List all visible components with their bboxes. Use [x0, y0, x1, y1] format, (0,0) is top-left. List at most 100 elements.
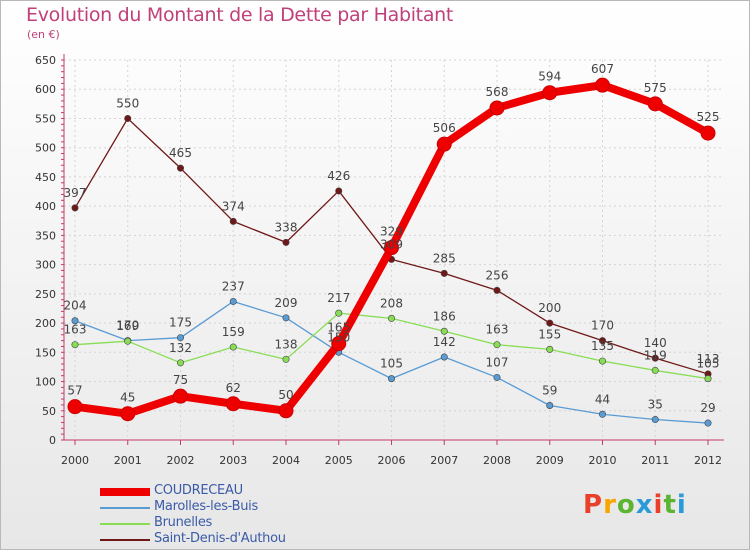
- logo-letter: x: [635, 490, 654, 520]
- data-label: 237: [222, 279, 245, 293]
- data-point: [71, 341, 79, 349]
- data-label: 29: [700, 401, 715, 415]
- series-saint-denis-d-authou: [71, 114, 712, 378]
- data-point: [177, 334, 185, 342]
- legend-swatch: [100, 488, 150, 496]
- data-point: [177, 359, 185, 367]
- data-label: 113: [697, 352, 720, 366]
- data-point: [120, 406, 136, 422]
- data-point: [647, 96, 663, 112]
- data-label: 59: [542, 384, 557, 398]
- data-label: 57: [67, 384, 82, 398]
- y-tick-label: 300: [35, 259, 56, 272]
- x-tick-label: 2001: [114, 454, 142, 467]
- data-point: [546, 345, 554, 353]
- x-tick-label: 2003: [219, 454, 247, 467]
- legend-label: Marolles-les-Buis: [154, 499, 258, 514]
- data-point: [598, 410, 606, 418]
- data-label: 119: [644, 348, 667, 362]
- data-label: 575: [644, 81, 667, 95]
- data-point: [387, 375, 395, 383]
- data-point: [704, 419, 712, 427]
- data-label: 186: [433, 309, 456, 323]
- legend-label: Saint-Denis-d'Authou: [154, 531, 286, 546]
- legend-swatch: [100, 523, 150, 525]
- data-label: 45: [120, 391, 135, 405]
- data-point: [335, 187, 343, 195]
- data-label: 607: [591, 62, 614, 76]
- y-tick-label: 650: [35, 54, 56, 67]
- data-point: [124, 114, 132, 122]
- data-point: [67, 399, 83, 415]
- data-label: 170: [591, 319, 614, 333]
- x-tick-label: 2011: [641, 454, 669, 467]
- data-label: 165: [327, 321, 350, 335]
- data-label: 155: [538, 327, 561, 341]
- data-label: 140: [644, 336, 667, 350]
- data-point: [440, 327, 448, 335]
- data-point: [598, 357, 606, 365]
- data-label: 338: [275, 220, 298, 234]
- data-point: [71, 204, 79, 212]
- y-tick-label: 150: [35, 346, 56, 359]
- data-point: [651, 354, 659, 362]
- data-label: 594: [538, 70, 561, 84]
- data-point: [542, 85, 558, 101]
- data-point: [598, 337, 606, 345]
- data-label: 135: [591, 339, 614, 353]
- x-tick-label: 2006: [378, 454, 406, 467]
- chart-title: Evolution du Montant de la Dette par Hab…: [26, 4, 454, 26]
- data-label: 107: [486, 355, 509, 369]
- data-label: 175: [169, 316, 192, 330]
- logo-letter: t: [663, 490, 677, 520]
- data-label: 150: [327, 330, 350, 344]
- data-point: [384, 240, 399, 256]
- y-tick-label: 400: [35, 200, 56, 213]
- x-tick-label: 2010: [589, 454, 617, 467]
- data-point: [546, 402, 554, 410]
- chart-subtitle: (en €): [27, 28, 60, 41]
- data-label: 132: [169, 341, 192, 355]
- series-coudreceau: [67, 77, 716, 422]
- data-point: [436, 136, 452, 152]
- y-tick-label: 450: [35, 171, 56, 184]
- legend-label: Brunelles: [154, 515, 213, 530]
- data-point: [229, 343, 237, 351]
- data-point: [229, 217, 237, 225]
- data-label: 44: [595, 392, 610, 406]
- x-tick-label: 2004: [272, 454, 300, 467]
- data-label: 208: [380, 296, 403, 310]
- grid: 0501001502002503003504004505005506006502…: [35, 54, 722, 467]
- data-point: [595, 77, 610, 93]
- data-point: [489, 100, 505, 116]
- data-label: 170: [116, 319, 139, 333]
- x-tick-label: 2012: [694, 454, 722, 467]
- legend-label: COUDRECEAU: [154, 483, 243, 498]
- logo-letter: r: [603, 490, 617, 520]
- logo-letter: P: [583, 490, 604, 520]
- data-label: 62: [226, 381, 241, 395]
- data-label: 374: [222, 199, 245, 213]
- x-tick-label: 2000: [61, 454, 89, 467]
- data-point: [440, 353, 448, 361]
- data-label: 75: [173, 373, 188, 387]
- y-tick-label: 200: [35, 317, 56, 330]
- proxiti-logo: Proxiti: [583, 490, 687, 520]
- data-label: 329: [380, 225, 403, 239]
- data-label: 506: [433, 121, 456, 135]
- data-point: [651, 366, 659, 374]
- data-label: 163: [486, 323, 509, 337]
- data-label: 105: [380, 357, 403, 371]
- y-tick-label: 350: [35, 229, 56, 242]
- y-tick-label: 250: [35, 288, 56, 301]
- data-point: [229, 297, 237, 305]
- data-label: 256: [486, 268, 509, 282]
- data-label: 204: [64, 299, 87, 313]
- data-point: [335, 309, 343, 317]
- data-point: [493, 286, 501, 294]
- data-point: [71, 317, 79, 325]
- data-point: [177, 164, 185, 172]
- data-label: 200: [538, 301, 561, 315]
- y-tick-label: 50: [42, 405, 56, 418]
